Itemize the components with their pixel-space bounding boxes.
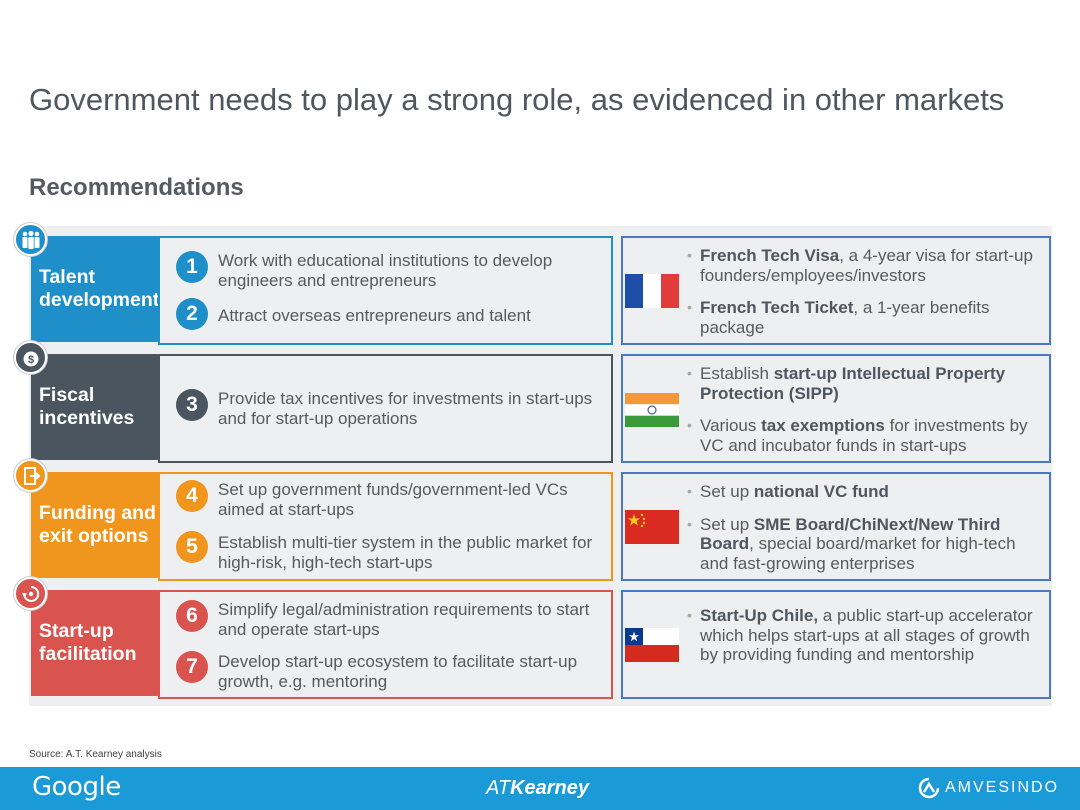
recommendation-text: Set up government funds/government-led V…	[218, 480, 568, 519]
chile-flag-icon	[625, 628, 679, 662]
number-badge: 4	[176, 480, 208, 512]
atkearney-logo: ATKearney	[486, 777, 590, 799]
recommendation-text: Work with educational institutions to de…	[218, 251, 553, 290]
india-flag-icon	[625, 393, 679, 427]
recommendation-text: Develop start-up ecosystem to facilitate…	[218, 652, 578, 691]
example-bullet: Set up national VC fund	[687, 482, 1037, 502]
page-title: Government needs to play a strong role, …	[29, 82, 1005, 117]
source-note: Source: A.T. Kearney analysis	[29, 749, 162, 760]
example-box-india: Establish start-up Intellectual Property…	[621, 354, 1051, 463]
recommendations-box: 1 Work with educational institutions to …	[158, 236, 613, 345]
recommendations-box: 3 Provide tax incentives for investments…	[158, 354, 613, 463]
cycle-icon	[14, 577, 47, 610]
recommendation-item: 5 Establish multi-tier system in the pub…	[176, 531, 603, 573]
recommendation-item: 3 Provide tax incentives for investments…	[176, 389, 603, 429]
example-bullet: French Tech Ticket, a 1-year benefits pa…	[687, 298, 1037, 337]
recommendation-item: 6 Simplify legal/administration requirem…	[176, 600, 603, 640]
category-label: Start-up facilitation	[39, 620, 137, 665]
example-bullets: Establish start-up Intellectual Property…	[687, 364, 1037, 468]
number-badge: 2	[176, 298, 208, 330]
recommendation-item: 1 Work with educational institutions to …	[176, 251, 603, 291]
example-box-france: French Tech Visa, a 4-year visa for star…	[621, 236, 1051, 345]
example-bullets: Start-Up Chile, a public start-up accele…	[687, 606, 1037, 678]
recommendation-text: Establish multi-tier system in the publi…	[218, 533, 593, 572]
example-bullet: Set up SME Board/ChiNext/New Third Board…	[687, 515, 1037, 574]
example-bullet: Establish start-up Intellectual Property…	[687, 364, 1037, 403]
category-label: Talent development	[39, 266, 160, 311]
svg-text:$: $	[27, 354, 33, 366]
example-bullet: Various tax exemptions for investments b…	[687, 416, 1037, 455]
example-bullet: French Tech Visa, a 4-year visa for star…	[687, 246, 1037, 285]
footer-bar: Google ATKearney AMVESINDO	[0, 767, 1080, 810]
example-bullets: French Tech Visa, a 4-year visa for star…	[687, 246, 1037, 350]
number-badge: 1	[176, 251, 208, 283]
money-bag-icon: $	[14, 341, 47, 374]
recommendations-box: 6 Simplify legal/administration requirem…	[158, 590, 613, 699]
recommendation-item: 7 Develop start-up ecosystem to facilita…	[176, 651, 603, 692]
number-badge: 6	[176, 600, 208, 632]
google-logo: Google	[32, 772, 121, 802]
example-bullet: Start-Up Chile, a public start-up accele…	[687, 606, 1037, 665]
recommendation-text: Attract overseas entrepreneurs and talen…	[218, 306, 531, 325]
number-badge: 7	[176, 651, 208, 683]
category-label: Fiscal incentives	[39, 384, 135, 429]
number-badge: 5	[176, 531, 208, 563]
example-box-chile: Start-Up Chile, a public start-up accele…	[621, 590, 1051, 699]
amvesindo-mark-icon	[918, 777, 940, 799]
section-subtitle: Recommendations	[29, 174, 244, 201]
recommendation-text: Simplify legal/administration requiremen…	[218, 600, 590, 639]
people-icon	[14, 223, 47, 256]
example-bullets: Set up national VC fund Set up SME Board…	[687, 482, 1037, 586]
example-box-china: Set up national VC fund Set up SME Board…	[621, 472, 1051, 581]
number-badge: 3	[176, 389, 208, 421]
china-flag-icon	[625, 510, 679, 544]
recommendations-box: 4 Set up government funds/government-led…	[158, 472, 613, 581]
category-label: Funding and exit options	[39, 502, 156, 547]
recommendation-item: 2 Attract overseas entrepreneurs and tal…	[176, 298, 603, 330]
recommendation-item: 4 Set up government funds/government-led…	[176, 480, 603, 520]
amvesindo-logo: AMVESINDO	[918, 777, 1059, 799]
france-flag-icon	[625, 274, 679, 308]
exit-door-icon	[14, 459, 47, 492]
recommendation-text: Provide tax incentives for investments i…	[218, 389, 593, 428]
